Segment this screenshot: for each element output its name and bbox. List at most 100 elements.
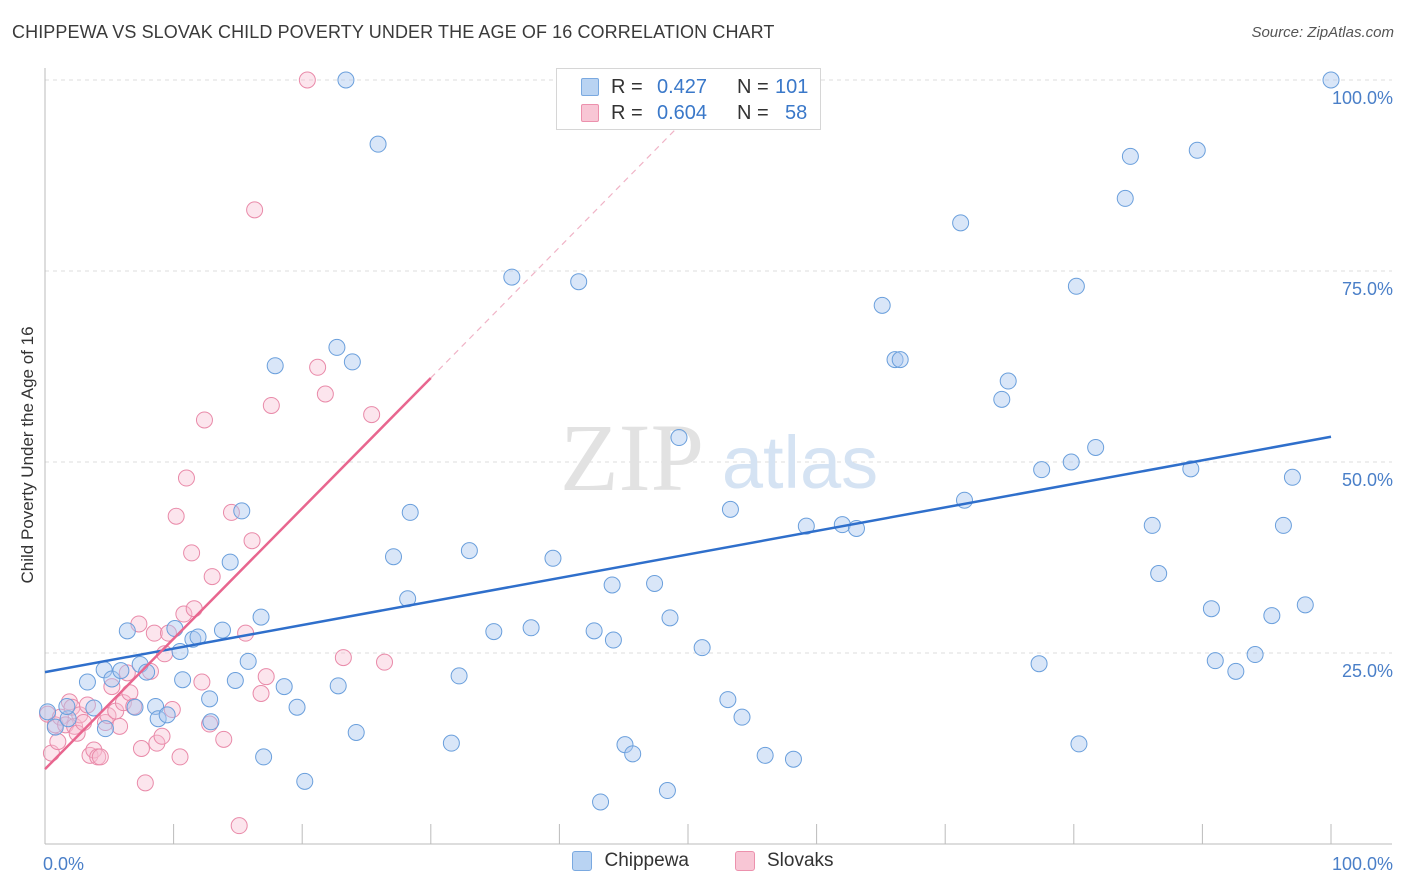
chippewa-point	[1070, 735, 1088, 753]
chippewa-point	[952, 214, 970, 232]
slovaks-point	[68, 724, 86, 742]
chippewa-point	[1030, 655, 1048, 673]
chippewa-point	[1322, 71, 1340, 89]
slovaks-point	[175, 605, 193, 623]
stats-row-chippewa: R = 0.427 N = 101	[581, 73, 808, 101]
slovaks-point	[334, 649, 352, 667]
chippewa-point	[460, 542, 478, 560]
chippewa-regression-line	[44, 435, 1332, 674]
chippewa-point	[296, 772, 314, 790]
chippewa-point	[78, 673, 96, 691]
slovaks-point	[153, 727, 171, 745]
slovaks-point	[185, 600, 203, 618]
chippewa-point	[1150, 565, 1168, 583]
chippewa-point	[1283, 468, 1301, 486]
chippewa-point	[442, 734, 460, 752]
slovaks-point	[75, 714, 93, 732]
chippewa-point	[1202, 600, 1220, 618]
slovaks-point	[96, 714, 114, 732]
r-label: R =	[611, 75, 643, 98]
chippewa-point	[401, 503, 419, 521]
chippewa-point	[149, 710, 167, 728]
slovaks-point	[49, 733, 67, 751]
chippewa-point	[112, 662, 130, 680]
chippewa-point	[999, 372, 1017, 390]
slovaks-point	[177, 469, 195, 487]
chippewa-point	[693, 639, 711, 657]
chippewa-point	[329, 677, 347, 695]
legend-item-slovaks[interactable]: Slovaks	[734, 850, 834, 872]
r-value: 0.604	[657, 101, 708, 124]
slovaks-point	[215, 730, 233, 748]
slovaks-point	[136, 774, 154, 792]
chippewa-point	[275, 678, 293, 696]
slovaks-swatch	[581, 104, 599, 122]
chippewa-point	[719, 691, 737, 709]
chippewa-point	[873, 296, 891, 314]
slovaks-point	[363, 406, 381, 424]
chippewa-point	[233, 502, 251, 520]
chippewa-point	[544, 549, 562, 567]
slovaks-point	[252, 684, 270, 702]
slovaks-point	[125, 697, 143, 715]
slovaks-point	[262, 396, 280, 414]
chippewa-point	[1087, 438, 1105, 456]
chippewa-point	[993, 390, 1011, 408]
chippewa-point	[369, 135, 387, 153]
chippewa-point	[118, 622, 136, 640]
watermark: ZIP atlas	[560, 404, 878, 511]
slovaks-point	[246, 201, 264, 219]
chippewa-point	[604, 631, 622, 649]
slovaks-point	[230, 817, 248, 835]
chippewa-point	[1227, 662, 1245, 680]
chippewa-point	[797, 517, 815, 535]
chippewa-point	[1274, 516, 1292, 534]
slovaks-point	[195, 411, 213, 429]
chippewa-point	[733, 708, 751, 726]
chippewa-point	[266, 357, 284, 375]
source-label: Source: ZipAtlas.com	[1251, 24, 1394, 41]
slovaks-point	[145, 624, 163, 642]
slovaks-point	[132, 740, 150, 757]
chippewa-point	[1188, 141, 1206, 159]
chippewa-point	[174, 671, 192, 689]
slovaks-regression-line	[44, 377, 432, 771]
chippewa-point	[450, 667, 468, 685]
slovaks-point	[203, 568, 221, 586]
chippewa-point	[59, 710, 77, 728]
chippewa-point	[585, 622, 603, 640]
y-axis-title: Child Poverty Under the Age of 16	[18, 326, 37, 584]
chippewa-point	[158, 706, 176, 724]
chippewa-point	[58, 697, 76, 715]
slovaks-point	[183, 544, 201, 562]
n-value: 58	[785, 101, 808, 124]
chippewa-point	[39, 703, 57, 721]
chippewa-point	[343, 353, 361, 371]
chippewa-point	[202, 713, 220, 731]
chippewa-point	[288, 698, 306, 716]
chippewa-point	[522, 619, 540, 637]
chippewa-point	[255, 748, 273, 766]
chippewa-point	[624, 745, 642, 763]
slovaks-point	[376, 653, 394, 671]
axis-layer	[44, 68, 1392, 845]
stats-row-slovaks: R = 0.604 N = 58	[581, 99, 807, 127]
chippewa-point	[592, 793, 610, 811]
chippewa-point	[328, 338, 346, 356]
chippewa-point	[1246, 646, 1264, 664]
chippewa-point	[670, 429, 688, 447]
chippewa-point	[1116, 189, 1134, 207]
slovaks-point	[91, 748, 109, 766]
tick-labels: 25.0% 50.0% 75.0% 100.0% 0.0% 100.0%	[43, 88, 1393, 874]
slovaks-point	[309, 358, 327, 376]
legend-item-chippewa[interactable]: Chippewa	[572, 850, 689, 872]
slovaks-regression-extension	[430, 116, 689, 379]
chippewa-point	[337, 71, 355, 89]
slovaks-point	[243, 532, 261, 550]
chippewa-point	[1143, 516, 1161, 534]
chippewa-point	[756, 746, 774, 764]
y-tick-label: 25.0%	[1342, 661, 1393, 681]
x-tick-label: 100.0%	[1332, 854, 1393, 874]
n-label: N =	[737, 75, 769, 98]
